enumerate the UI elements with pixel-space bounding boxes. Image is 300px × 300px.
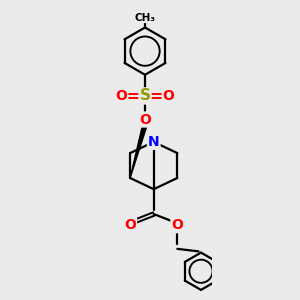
Text: O: O: [139, 112, 151, 127]
Polygon shape: [130, 124, 147, 178]
Text: O: O: [124, 218, 136, 232]
Text: N: N: [148, 135, 160, 149]
Text: S: S: [140, 88, 151, 104]
Text: O: O: [116, 89, 127, 103]
Text: CH₃: CH₃: [134, 13, 155, 22]
Text: O: O: [163, 89, 175, 103]
Text: O: O: [171, 218, 183, 232]
